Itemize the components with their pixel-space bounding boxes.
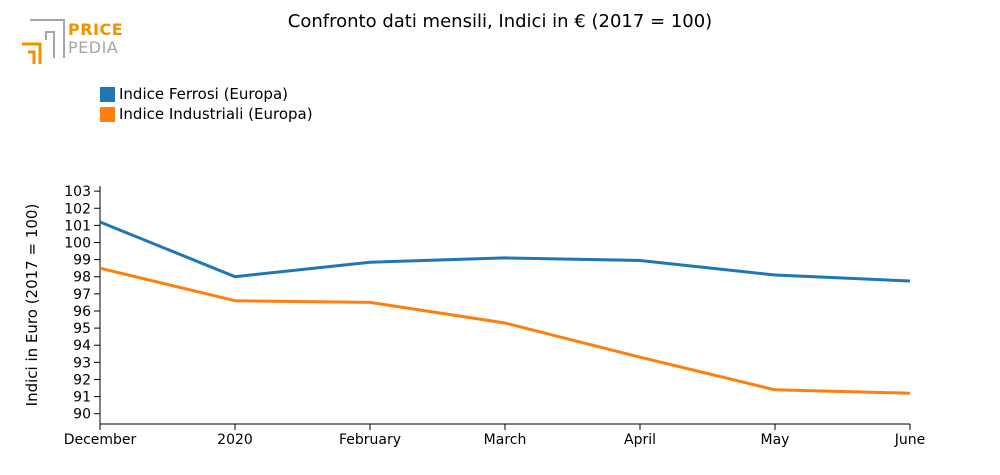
chart-series [99, 220, 911, 395]
y-tick-label: 90 [73, 407, 91, 423]
legend-item-ferrosi[interactable]: Indice Ferrosi (Europa) [100, 84, 313, 104]
y-tick-label: 103 [64, 184, 91, 200]
x-tick-label: June [894, 432, 926, 448]
legend-label-ferrosi: Indice Ferrosi (Europa) [119, 85, 288, 103]
y-tick-label: 94 [73, 338, 91, 354]
logo-price-text: PRICE [68, 20, 124, 39]
x-tick-label: May [761, 432, 790, 448]
y-tick-label: 96 [73, 304, 91, 320]
x-tick-label: February [339, 432, 401, 448]
y-tick-label: 100 [64, 236, 91, 252]
x-tick-label: 2020 [217, 432, 253, 448]
y-tick-label: 102 [64, 201, 91, 217]
y-tick-label: 97 [73, 287, 91, 303]
y-axis-label: Indici in Euro (2017 = 100) [23, 204, 41, 407]
legend-item-industriali[interactable]: Indice Industriali (Europa) [100, 104, 313, 124]
series-line-industriali[interactable] [99, 266, 911, 395]
chart-title: Confronto dati mensili, Indici in € (201… [287, 11, 713, 32]
legend-label-industriali: Indice Industriali (Europa) [119, 105, 313, 123]
pricepedia-logo: PRICE PEDIA [18, 18, 128, 68]
y-tick-label: 95 [73, 321, 91, 337]
y-tick-label: 98 [73, 270, 91, 286]
chart-legend: Indice Ferrosi (Europa) Indice Industria… [100, 84, 313, 124]
legend-swatch-industriali [100, 106, 115, 122]
y-tick-label: 99 [73, 253, 91, 269]
x-tick-label: December [64, 432, 137, 448]
x-tick-label: April [624, 432, 656, 448]
legend-swatch-ferrosi [100, 86, 115, 102]
logo-pedia-text: PEDIA [68, 38, 119, 57]
y-tick-label: 91 [73, 390, 91, 406]
logo-mark-icon [22, 19, 65, 64]
series-line-ferrosi[interactable] [99, 220, 911, 283]
y-tick-label: 92 [73, 372, 91, 388]
y-tick-label: 101 [64, 218, 91, 234]
x-tick-label: March [484, 432, 527, 448]
y-tick-label: 93 [73, 355, 91, 371]
